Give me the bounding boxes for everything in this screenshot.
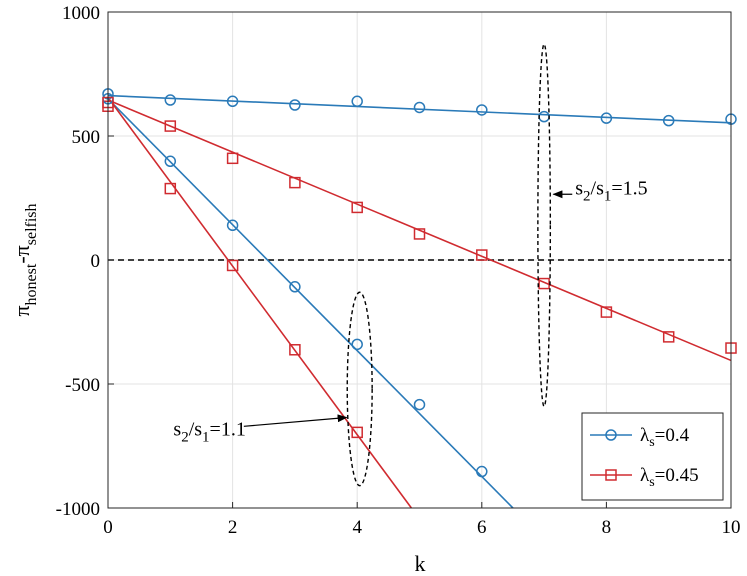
x-tick-label-4: 8 (602, 517, 612, 538)
legend-0-sub: s (649, 435, 654, 450)
axis-ticks: 0 2 4 6 8 10 1000 500 0 -500 -1000 (56, 3, 741, 538)
series-1-point-9 (662, 331, 675, 343)
series-1-point-2 (226, 152, 239, 165)
x-axis-title: k (415, 551, 426, 576)
annotation-ellipse-1 (346, 291, 373, 487)
series-3-point-3 (289, 344, 301, 356)
series-0-point-8 (600, 112, 613, 124)
ann-0-slash-s: /s (591, 177, 605, 199)
legend-marker-circle (605, 429, 617, 441)
series-0-point-3 (289, 99, 301, 111)
series-0-point-6 (476, 104, 488, 116)
series-1-point-5 (413, 228, 426, 240)
series-0-point-1 (164, 94, 177, 106)
svg-text:πhonest-πselfish: πhonest-πselfish (9, 203, 40, 316)
y-tick-label-1: 500 (72, 127, 101, 148)
series-2-point-5 (413, 398, 426, 411)
annotation-label-0: s2/s1=1.5 (575, 177, 647, 204)
series-0-point-9 (662, 114, 675, 127)
legend-marker-square (605, 469, 617, 481)
y-title-sub1: honest (23, 263, 40, 305)
series-0-point-4 (351, 95, 363, 108)
series-markers (102, 88, 737, 478)
x-tick-label-0: 0 (103, 517, 113, 538)
ann-1-s: s (173, 418, 181, 440)
series-3-point-2 (226, 259, 239, 272)
series-0-point-5 (413, 101, 426, 114)
ann-0-sub2: 2 (583, 188, 591, 204)
series-line-2 (107, 98, 514, 509)
legend-1-sub: s (649, 475, 654, 490)
series-1-point-8 (600, 306, 613, 318)
series-1-point-6 (476, 249, 488, 261)
series-3-point-4 (351, 426, 363, 439)
x-tick-label-2: 4 (352, 517, 362, 538)
legend-label-1: λs=0.45 (640, 465, 699, 490)
annotation-label-1: s2/s1=1.1 (173, 418, 245, 445)
series-2-point-3 (289, 281, 301, 293)
y-tick-label-2: 0 (91, 251, 101, 272)
annotations: s2/s1=1.5s2/s1=1.1 (173, 43, 648, 487)
x-tick-label-3: 6 (477, 517, 487, 538)
series-1-point-4 (351, 201, 363, 214)
series-1-point-3 (289, 176, 301, 189)
legend-box (581, 412, 724, 501)
ann-1-value: =1.1 (210, 418, 246, 440)
ann-0-value: =1.5 (611, 177, 647, 199)
series-1-point-7 (538, 277, 550, 290)
ann-0-s: s (575, 177, 583, 199)
legend-0-rest: =0.4 (655, 425, 690, 446)
ann-0-sub1: 1 (604, 188, 612, 204)
series-2-point-1 (164, 155, 177, 168)
series-1-point-1 (164, 120, 177, 132)
y-title-base1: π (9, 305, 34, 316)
ann-1-slash-s: /s (189, 418, 203, 440)
legend: λs=0.4 λs=0.45 (581, 412, 724, 501)
series-line-1 (107, 99, 732, 362)
legend-1-rest: =0.45 (655, 465, 699, 486)
series-line-0 (107, 94, 732, 124)
series-2-point-4 (351, 338, 363, 351)
series-3-point-1 (164, 182, 177, 195)
legend-label-0: λs=0.4 (640, 425, 690, 450)
y-tick-label-0: 1000 (62, 3, 100, 24)
series-2-point-2 (226, 219, 239, 232)
series-0-point-2 (226, 95, 239, 108)
ann-1-sub1: 1 (202, 429, 210, 445)
x-tick-label-1: 2 (228, 517, 238, 538)
x-tick-label-5: 10 (722, 517, 741, 538)
y-title-mid: -π (9, 245, 34, 263)
legend-1-base: λ (640, 465, 650, 486)
y-title-sub2: selfish (23, 203, 40, 245)
annotation-arrow-1 (243, 414, 348, 427)
legend-0-base: λ (640, 425, 650, 446)
series-lines (107, 94, 732, 509)
series-2-point-6 (476, 465, 488, 478)
y-axis-title: πhonest-πselfish (9, 203, 40, 316)
y-tick-label-3: -500 (65, 375, 100, 396)
y-tick-label-4: -1000 (56, 499, 100, 520)
series-line-3 (107, 97, 413, 509)
ann-1-sub2: 2 (181, 429, 189, 445)
